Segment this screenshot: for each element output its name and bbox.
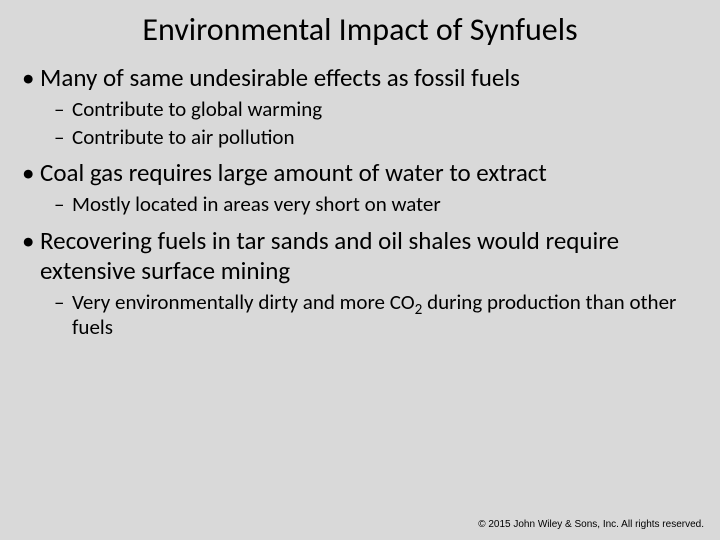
copyright-footer: © 2015 John Wiley & Sons, Inc. All right… [478, 519, 704, 530]
bullet-level2: –Mostly located in areas very short on w… [16, 192, 704, 218]
bullet-marker: • [22, 63, 40, 93]
bullet-text: Coal gas requires large amount of water … [40, 157, 547, 188]
bullet-level2: –Contribute to air pollution [16, 125, 704, 151]
bullet-level2: –Contribute to global warming [16, 97, 704, 123]
bullet-text: Many of same undesirable effects as foss… [40, 62, 520, 93]
bullet-text: Recovering fuels in tar sands and oil sh… [40, 225, 619, 286]
dash-marker: – [54, 125, 72, 151]
bullet-text: Contribute to air pollution [72, 124, 295, 150]
bullet-marker: • [22, 226, 40, 256]
bullet-level1: •Recovering fuels in tar sands and oil s… [16, 226, 704, 286]
bullet-marker: • [22, 158, 40, 188]
bullet-level1: •Coal gas requires large amount of water… [16, 158, 704, 188]
dash-marker: – [54, 192, 72, 218]
slide-title: Environmental Impact of Synfuels [0, 0, 720, 63]
bullet-text: Mostly located in areas very short on wa… [72, 191, 441, 217]
dash-marker: – [54, 290, 72, 316]
bullet-level2: –Very environmentally dirty and more CO2… [16, 290, 704, 341]
slide-content: •Many of same undesirable effects as fos… [0, 63, 720, 341]
bullet-level1: •Many of same undesirable effects as fos… [16, 63, 704, 93]
bullet-text: Very environmentally dirty and more CO2 … [72, 289, 676, 341]
bullet-text: Contribute to global warming [72, 96, 322, 122]
dash-marker: – [54, 97, 72, 123]
